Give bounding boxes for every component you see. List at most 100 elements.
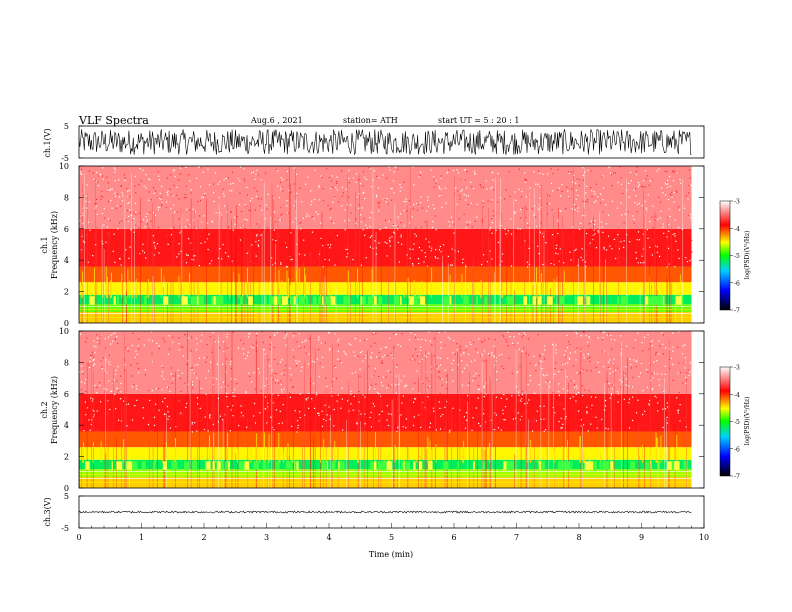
ch2-spectrogram-speckle — [289, 367, 291, 369]
ch1-spectrogram-speckle — [313, 261, 315, 263]
ch2-spectrogram-speckle — [429, 398, 431, 400]
ch1-spectrogram-speckle — [182, 260, 184, 262]
ch2-spectrogram-green-patch — [650, 461, 652, 470]
ch2-spectrogram-speckle — [634, 339, 636, 341]
ch2-spectrogram-speckle — [364, 354, 366, 357]
ch1-spectrogram-speckle — [528, 237, 530, 239]
ch1-spectrogram-speckle — [379, 201, 381, 203]
ch1-spectrogram-speckle — [453, 223, 455, 225]
ch2-spectrogram-speckle — [256, 344, 258, 346]
ch1-spectrogram-speckle — [399, 229, 401, 231]
ch1-spectrogram-speckle — [540, 185, 542, 187]
ch1-spectrogram-speckle — [495, 212, 497, 214]
ch1-spectrogram-speckle — [153, 241, 155, 243]
ch2-spectrogram-speckle — [610, 338, 613, 341]
ch2-spectrogram-speckle — [648, 348, 650, 350]
ch2-spectrogram-speckle — [437, 365, 439, 367]
ch2-spectrogram-speckle — [541, 367, 543, 370]
ch2-spectrogram-speckle — [642, 413, 644, 416]
ch1-spectrogram-green-patch — [574, 296, 577, 305]
ch2-spectrogram-speckle — [81, 419, 83, 422]
ch1-spectrogram-speckle — [471, 237, 473, 239]
ch2-spectrogram-speckle — [422, 382, 424, 384]
ch2-spectrogram-speckle — [609, 368, 611, 370]
ch2-spectrogram-speckle — [609, 414, 611, 416]
ch2-spectrogram-speckle — [89, 429, 91, 431]
ch1-spectrogram-speckle — [128, 196, 130, 198]
ch2-spectrogram-speckle — [301, 366, 303, 368]
ch2-spectrogram-speckle — [603, 331, 605, 333]
ch1-spectrogram-speckle — [114, 192, 116, 194]
ch2-spectrogram-speckle — [245, 391, 247, 393]
ch2-spectrogram-speckle — [587, 357, 589, 359]
ch1-spectrogram-speckle — [216, 249, 218, 251]
ch2-spectrogram-speckle — [444, 331, 446, 333]
ch1-spectrogram-speckle — [135, 213, 137, 215]
ch2-spectrogram-speckle — [610, 334, 612, 336]
ch2-spectrogram-speckle — [684, 361, 686, 363]
ch1-spectrogram-speckle — [147, 223, 149, 225]
ch1-spectrogram-speckle — [348, 182, 350, 184]
ch1-spectrogram-speckle — [483, 254, 485, 256]
ch1-spectrogram-speckle — [255, 173, 257, 175]
ch1-spectrogram-speckle — [256, 234, 258, 236]
ch2-spectrogram-speckle — [536, 410, 538, 412]
ch1-spectrogram-speckle — [88, 201, 91, 203]
ch1-spectrogram-speckle — [130, 229, 132, 231]
ch2-spectrogram-speckle — [301, 341, 303, 343]
ch1-spectrogram-speckle — [671, 196, 673, 198]
ch2-spectrogram-speckle — [239, 415, 241, 418]
ch1-spectrogram-speckle — [189, 180, 191, 182]
ch1-spectrogram-speckle — [231, 260, 233, 262]
ch2-spectrogram-speckle — [305, 399, 308, 401]
ch2-spectrogram-speckle — [503, 367, 505, 370]
ch2-spectrogram-speckle — [666, 422, 668, 424]
ch1-spectrogram-speckle — [371, 235, 373, 237]
ch1-spectrogram-speckle — [274, 221, 277, 223]
ch1-spectrogram-speckle — [409, 222, 411, 224]
ch1-spectrogram-speckle — [456, 169, 458, 171]
ch2-spectrogram-speckle — [249, 375, 251, 377]
ch2-spectrogram-speckle — [151, 331, 153, 333]
ch1-spectrogram-speckle — [344, 229, 346, 231]
ch1-spectrogram-speckle — [109, 189, 111, 191]
ch1-spectrogram-speckle — [393, 171, 395, 173]
ch1-spectrogram-speckle — [384, 198, 386, 200]
ch1-spectrogram-speckle — [173, 227, 175, 229]
ch2-spectrogram-speckle — [677, 409, 679, 411]
ch1-spectrogram-speckle — [107, 182, 109, 184]
ch2-spectrogram-speckle — [537, 407, 539, 409]
ch1-spectrogram-speckle — [481, 219, 483, 221]
ch1-spectrogram-speckle — [649, 220, 651, 223]
ch2-spectrogram-speckle — [372, 403, 374, 405]
ch2-spectrogram-speckle — [566, 334, 568, 336]
ch1-spectrogram-green-patch — [264, 296, 267, 305]
ch1-spectrogram-speckle — [181, 166, 183, 168]
ch1-spectrogram-speckle — [320, 237, 322, 239]
ch2-spectrogram-speckle — [148, 339, 150, 341]
ch2-spectrogram-speckle — [461, 371, 464, 373]
ch1-spectrogram-speckle — [329, 247, 331, 249]
ch2-spectrogram-speckle — [270, 400, 272, 402]
ch2-spectrogram-speckle — [417, 338, 420, 340]
ch1-spectrogram-speckle — [556, 189, 558, 191]
ch1-spectrogram-speckle — [557, 253, 559, 255]
ch2-spectrogram-speckle — [505, 339, 507, 341]
ch2-spectrogram-speckle — [569, 357, 571, 360]
ch1-spectrogram-speckle — [154, 247, 156, 249]
ch1-spectrogram-speckle — [449, 225, 451, 227]
ch1-spectrogram-speckle — [442, 250, 444, 252]
ch1-spectrogram-speckle — [118, 179, 120, 181]
ch2-spectrogram-speckle — [384, 427, 386, 429]
ch2-spectrogram-speckle — [93, 410, 95, 412]
ch1-spectrogram-speckle — [593, 223, 596, 225]
ch1-spectrogram-speckle — [646, 175, 648, 177]
ch2-spectrogram-speckle — [220, 426, 223, 428]
ch2-spectrogram-speckle — [375, 370, 377, 372]
ch2-spectrogram-speckle — [623, 398, 625, 400]
ch1-spectrogram-speckle — [497, 241, 499, 243]
ch2-spectrogram-speckle — [469, 341, 471, 344]
ch2-spectrogram-speckle — [486, 413, 488, 415]
ch2-spectrogram-speckle — [380, 348, 382, 350]
